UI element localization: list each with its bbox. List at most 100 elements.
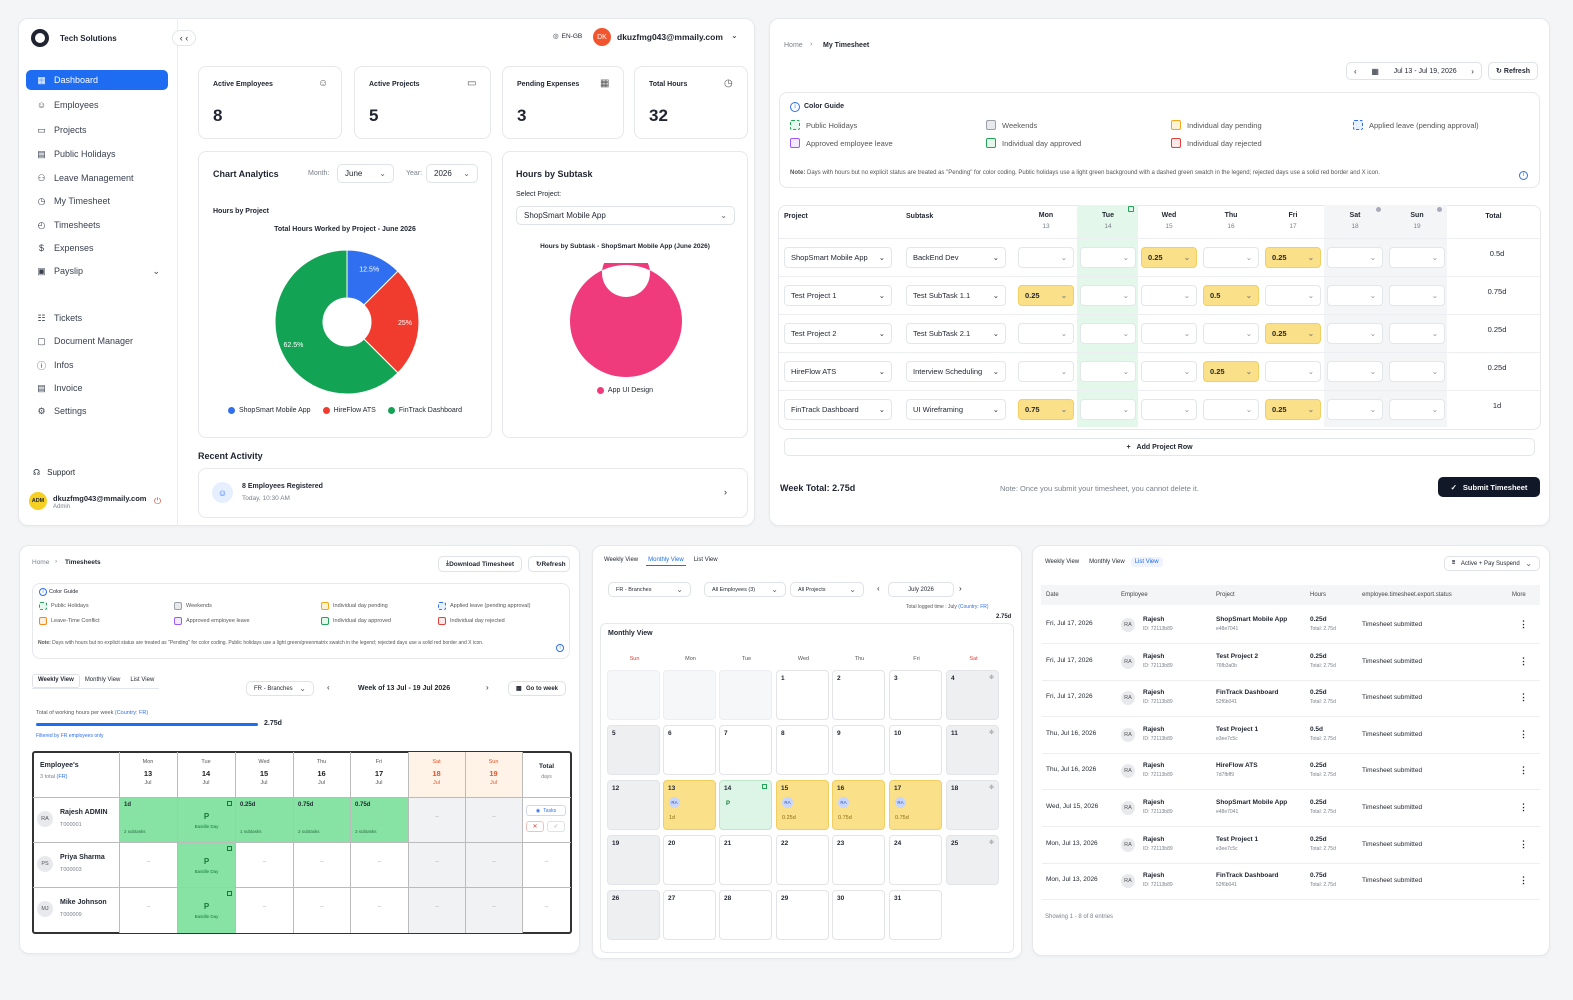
subtask-select[interactable]: Test SubTask 2.1 ⌄: [906, 323, 1006, 344]
hours-select[interactable]: ⌄: [1327, 323, 1383, 344]
day-cell[interactable]: –: [120, 888, 177, 933]
day-cell[interactable]: 1d 2 subtasks: [120, 798, 177, 842]
hours-select[interactable]: ⌄: [1141, 285, 1197, 306]
day-cell[interactable]: 0.75d 3 subtasks: [351, 798, 408, 842]
hours-select[interactable]: ⌄: [1203, 323, 1259, 344]
calendar-day[interactable]: 14 P: [719, 780, 772, 830]
hours-select[interactable]: ⌄: [1265, 361, 1321, 382]
donut-slice[interactable]: [570, 263, 682, 377]
sidebar-item-my-timesheet[interactable]: ◷ My Timesheet: [26, 191, 168, 211]
calendar-day[interactable]: 24: [889, 835, 942, 885]
calendar-day[interactable]: 28: [719, 890, 772, 940]
tab-weekly-view[interactable]: Weekly View: [604, 557, 639, 563]
tasks-button[interactable]: ◉ Tasks: [526, 805, 566, 816]
sidebar-item-document-manager[interactable]: ▢ Document Manager: [26, 331, 168, 351]
add-project-row-button[interactable]: + Add Project Row: [784, 438, 1535, 456]
language-selector[interactable]: ◎ EN-GB: [553, 32, 582, 41]
hours-select[interactable]: ⌄: [1141, 399, 1197, 420]
prev-week-button[interactable]: ‹: [327, 683, 330, 692]
calendar-day[interactable]: 17 RA 0.75d: [889, 780, 942, 830]
hours-select[interactable]: ⌄: [1018, 361, 1074, 382]
sidebar-item-tickets[interactable]: ☷ Tickets: [26, 308, 168, 328]
day-cell[interactable]: –: [236, 888, 293, 933]
more-icon[interactable]: ⋮: [1519, 875, 1528, 886]
calendar-day[interactable]: 23: [832, 835, 885, 885]
day-cell[interactable]: –: [466, 888, 522, 933]
calendar-day[interactable]: 4 ✻: [946, 670, 999, 720]
refresh-button[interactable]: ↻ Refresh: [1488, 62, 1538, 80]
calendar-day[interactable]: 10: [889, 725, 942, 775]
calendar-day[interactable]: 16 RA 0.75d: [832, 780, 885, 830]
profile-avatar[interactable]: ADM: [29, 492, 47, 510]
project-select[interactable]: Test Project 1 ⌄: [784, 285, 892, 306]
year-select[interactable]: 2026 ⌄: [426, 164, 478, 183]
project-select[interactable]: Test Project 2 ⌄: [784, 323, 892, 344]
hours-select[interactable]: ⌄: [1327, 399, 1383, 420]
calendar-day[interactable]: 3: [889, 670, 942, 720]
month-select[interactable]: June ⌄: [337, 164, 394, 183]
employee-name[interactable]: Rajesh ADMIN: [60, 809, 108, 816]
sidebar-item-invoice[interactable]: ▤ Invoice: [26, 378, 168, 398]
hours-select[interactable]: ⌄: [1389, 247, 1445, 268]
subtask-select[interactable]: UI Wireframing ⌄: [906, 399, 1006, 420]
support-link[interactable]: ☊ Support: [33, 468, 75, 477]
hours-select[interactable]: 0.75 ⌄: [1018, 399, 1074, 420]
logout-icon[interactable]: ⏻: [154, 496, 162, 506]
hours-select[interactable]: ⌄: [1080, 285, 1136, 306]
more-icon[interactable]: ⋮: [1519, 802, 1528, 812]
calendar-day[interactable]: 25 ✻: [946, 835, 999, 885]
hours-select[interactable]: ⌄: [1080, 323, 1136, 344]
tab-list-view[interactable]: List View: [1130, 557, 1163, 567]
hours-select[interactable]: 0.25 ⌄: [1141, 247, 1197, 268]
day-cell[interactable]: –: [294, 843, 350, 887]
go-to-week-button[interactable]: ▦ Go to week: [508, 681, 566, 696]
hours-select[interactable]: ⌄: [1018, 323, 1074, 344]
hours-select[interactable]: ⌄: [1389, 361, 1445, 382]
day-cell[interactable]: –: [120, 843, 177, 887]
employee-name[interactable]: Priya Sharma: [60, 854, 105, 861]
project-select[interactable]: HireFlow ATS ⌄: [784, 361, 892, 382]
hours-select[interactable]: ⌄: [1389, 285, 1445, 306]
day-cell[interactable]: 0.75d 2 subtasks: [294, 798, 350, 842]
chevron-left-icon[interactable]: ‹: [1354, 66, 1357, 76]
more-icon[interactable]: ⋮: [1519, 765, 1528, 776]
sidebar-item-expenses[interactable]: $ Expenses: [26, 238, 168, 258]
hours-select[interactable]: ⌄: [1141, 323, 1197, 344]
calendar-day[interactable]: 20: [663, 835, 716, 885]
branch-select[interactable]: FR - Branches ⌄: [608, 582, 691, 597]
tab-monthly-view[interactable]: Monthly View: [84, 677, 121, 683]
subtask-select[interactable]: Test SubTask 1.1 ⌄: [906, 285, 1006, 306]
refresh-button[interactable]: ↻ Refresh: [528, 556, 570, 572]
day-cell[interactable]: P Bastille Day: [178, 843, 235, 887]
day-cell[interactable]: –: [294, 888, 350, 933]
sidebar-item-infos[interactable]: ⓘ Infos: [26, 355, 168, 375]
calendar-day[interactable]: 15 RA 0.25d: [776, 780, 829, 830]
hours-select[interactable]: ⌄: [1141, 361, 1197, 382]
hours-select[interactable]: ⌄: [1080, 399, 1136, 420]
day-cell[interactable]: –: [466, 843, 522, 887]
tab-monthly-view[interactable]: Monthly View: [1089, 559, 1125, 565]
breadcrumb-home[interactable]: Home: [784, 42, 803, 49]
calendar-day[interactable]: 1: [776, 670, 829, 720]
pie-slice[interactable]: [363, 270, 420, 374]
day-cell[interactable]: P Bastille Day: [178, 798, 235, 842]
submit-timesheet-button[interactable]: ✓ Submit Timesheet: [1438, 477, 1540, 497]
hours-select[interactable]: ⌄: [1389, 323, 1445, 344]
calendar-day[interactable]: 6: [663, 725, 716, 775]
tab-monthly-view[interactable]: Monthly View: [646, 555, 686, 566]
calendar-day[interactable]: 31: [889, 890, 942, 940]
recent-activity-item[interactable]: [198, 468, 748, 518]
hours-select[interactable]: ⌄: [1080, 361, 1136, 382]
pie-slice[interactable]: [274, 249, 399, 395]
sidebar-item-employees[interactable]: ☺ Employees: [26, 95, 168, 115]
calendar-day[interactable]: 8: [776, 725, 829, 775]
date-range-picker[interactable]: ‹ ▦ Jul 13 - Jul 19, 2026 ›: [1346, 62, 1482, 80]
collapse-icon[interactable]: ‹ ‹: [172, 30, 196, 46]
hours-select[interactable]: ⌄: [1327, 285, 1383, 306]
hours-select[interactable]: 0.25 ⌄: [1203, 361, 1259, 382]
user-avatar[interactable]: DK: [593, 28, 611, 46]
more-icon[interactable]: ⋮: [1519, 655, 1528, 666]
tab-list-view[interactable]: List View: [693, 557, 718, 563]
more-icon[interactable]: ⋮: [1519, 728, 1528, 739]
day-cell[interactable]: –: [351, 888, 408, 933]
